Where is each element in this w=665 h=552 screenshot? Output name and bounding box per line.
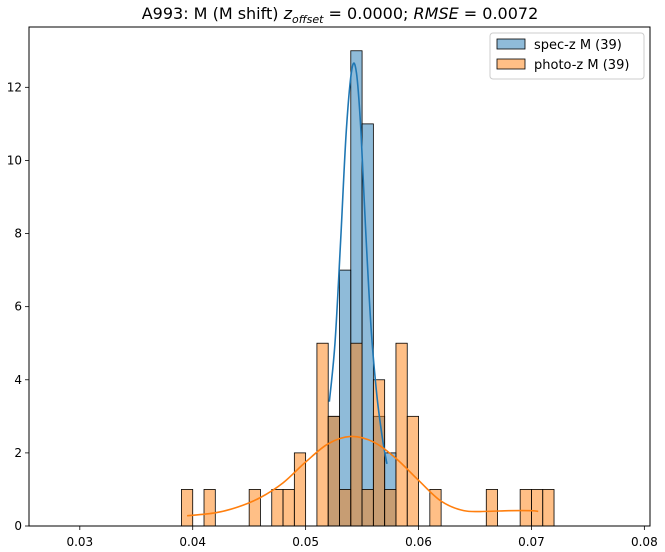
photo-z-bar-2 [248,489,261,527]
photo-z-bar-16 [485,489,498,527]
y-axis: 0 2 4 6 8 10 12 [7,80,29,533]
photo-z-kde-curve [186,435,539,517]
y-tick-label: 12 [7,80,22,94]
spec-z-legend-label: spec-z M (39) [534,38,622,53]
photo-z-bar-13 [395,342,408,527]
photo-z-bar-15 [429,489,442,527]
x-tick-label: 0.05 [292,535,319,549]
y-tick-label: 10 [7,153,22,167]
legend-box [489,32,645,80]
photo-z-bar-18 [531,489,544,527]
photo-z-bar-10 [361,489,374,527]
photo-z-bar-7 [327,415,340,527]
title-z-subscript: offset [292,13,324,26]
title-rmse-value: = 0.0072 [459,4,539,23]
y-tick-label: 8 [14,227,22,241]
x-tick-label: 0.04 [179,535,206,549]
photo-z-bar-4 [282,489,295,527]
x-tick-label: 0.03 [66,535,93,549]
photo-z-legend-label: photo-z M (39) [534,58,629,73]
plot-frame [28,26,651,527]
title-rmse-symbol: RMSE [414,4,460,23]
x-axis: 0.03 0.04 0.05 0.06 0.07 0.08 [66,526,658,549]
legend: spec-z M (39) photo-z M (39) [489,32,645,80]
spec-z-legend-swatch [496,38,526,50]
kde-layer [186,62,539,517]
y-tick-label: 4 [14,373,22,387]
photo-z-bar-8 [339,489,352,527]
photo-z-bar-12 [384,489,397,527]
title-z-symbol: z [283,4,293,23]
photo-z-bar-19 [542,489,555,527]
photo-z-bar-6 [316,342,329,527]
bars-layer [181,50,555,527]
photo-z-bar-17 [519,489,532,527]
title-prefix: A993: M (M shift) [142,4,284,23]
title-z-value: = 0.0000; [323,4,413,23]
x-tick-label: 0.07 [518,535,545,549]
y-tick-label: 2 [14,446,22,460]
y-tick-label: 6 [14,300,22,314]
y-tick-label: 0 [14,519,22,533]
photo-z-bar-11 [372,379,386,527]
photo-z-bar-1 [203,489,216,527]
chart-title: A993: M (M shift) zoffset = 0.0000; RMSE… [142,4,539,26]
spec-z-kde-curve [328,62,388,464]
x-tick-label: 0.08 [631,535,658,549]
photo-z-bar-9 [350,342,363,527]
photo-z-bar-0 [181,489,194,527]
x-tick-label: 0.06 [405,535,432,549]
photo-z-legend-swatch [496,58,526,70]
spec-z-bar-1 [339,269,352,527]
photo-z-bar-3 [271,489,284,527]
